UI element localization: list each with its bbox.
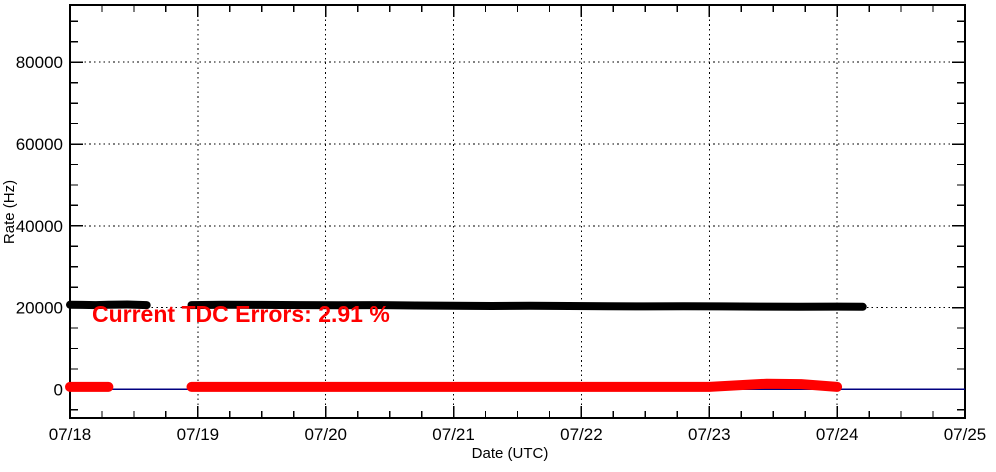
series-tdc-error-rate: [65, 378, 843, 392]
x-axis-ticks: [69, 5, 966, 418]
x-tick-label: 07/25: [944, 425, 987, 444]
horizontal-gridlines: [70, 61, 965, 390]
series-total-rate: [66, 300, 867, 311]
y-tick-label: 20000: [16, 299, 63, 318]
y-axis-title: Rate (Hz): [1, 180, 18, 244]
y-tick-label: 80000: [16, 53, 63, 72]
plot-frame: [69, 4, 966, 419]
tdc-error-rate-band: [186, 378, 843, 392]
y-tick-label: 0: [54, 380, 63, 399]
y-tick-label: 40000: [16, 217, 63, 236]
x-tick-label: 07/22: [560, 425, 603, 444]
x-tick-label: 07/19: [177, 425, 220, 444]
total-rate-band: [66, 300, 151, 310]
x-tick-label: 07/18: [49, 425, 92, 444]
y-axis-tick-labels: 0 20000 40000 60000 80000: [16, 53, 63, 399]
x-tick-label: 07/20: [304, 425, 347, 444]
x-tick-label: 07/24: [816, 425, 859, 444]
x-tick-label: 07/21: [432, 425, 475, 444]
x-axis-tick-labels: 07/18 07/19 07/20 07/21 07/22 07/23 07/24 07/25: [49, 425, 987, 444]
x-axis-title: Date (UTC): [472, 445, 549, 462]
y-tick-label: 60000: [16, 135, 63, 154]
vertical-gridlines: [197, 5, 838, 418]
y-axis-ticks: [70, 20, 965, 411]
x-tick-label: 07/23: [688, 425, 731, 444]
tdc-errors-annotation: Current TDC Errors: 2.91 %: [92, 301, 390, 327]
total-rate-band: [187, 300, 867, 311]
